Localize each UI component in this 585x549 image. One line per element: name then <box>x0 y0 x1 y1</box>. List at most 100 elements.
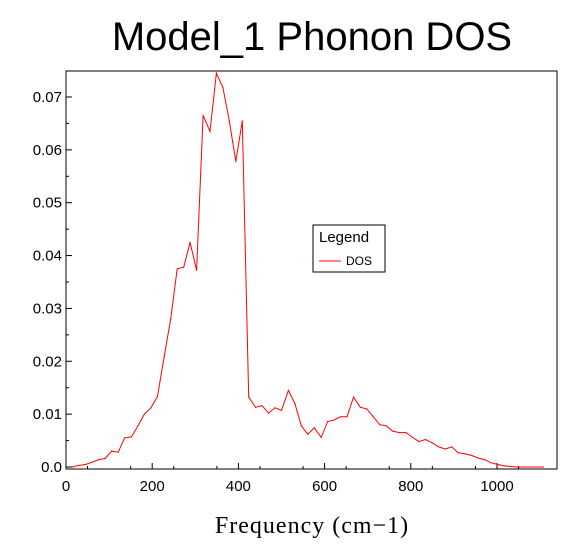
data-point-dos <box>268 412 270 414</box>
y-tick-label: 0.02 <box>33 353 62 370</box>
data-point-dos <box>150 407 152 409</box>
data-point-dos <box>104 457 106 460</box>
data-point-dos <box>196 269 198 271</box>
data-point-dos <box>346 416 348 418</box>
data-point-dos <box>444 448 446 450</box>
x-tick-label: 400 <box>226 478 251 495</box>
data-point-dos <box>320 436 322 438</box>
y-tick-label: 0.03 <box>33 300 62 317</box>
data-point-dos <box>477 457 479 459</box>
data-point-dos <box>411 436 414 438</box>
data-point-dos <box>510 465 512 468</box>
data-point-dos <box>235 160 237 163</box>
data-point-dos <box>215 72 217 74</box>
data-point-dos <box>222 86 224 89</box>
data-point-dos <box>98 459 100 461</box>
y-tick-label: 0.06 <box>33 142 62 159</box>
data-point-dos <box>241 120 243 122</box>
y-tick-label: 0.07 <box>33 89 62 106</box>
chart-title: Model_1 Phonon DOS <box>112 15 512 59</box>
plot-frame <box>65 70 558 470</box>
data-point-dos <box>438 446 440 448</box>
dos-series <box>71 71 545 468</box>
data-point-dos <box>418 441 420 443</box>
data-point-dos <box>339 416 342 418</box>
data-point-dos <box>529 466 531 468</box>
data-point-dos <box>542 466 545 468</box>
legend: Legend DOS <box>312 224 386 273</box>
data-point-dos <box>471 454 473 456</box>
data-point-dos <box>274 407 276 409</box>
y-axis-ticks: 0.0 0.01 0.02 0.03 0.04 0.05 0.06 0.07 <box>33 89 72 476</box>
data-point-dos <box>307 433 309 435</box>
data-point-dos <box>405 432 407 434</box>
data-point-dos <box>457 452 459 454</box>
y-tick-label: 0.05 <box>33 195 62 212</box>
data-point-dos <box>399 432 401 434</box>
legend-box <box>312 224 386 273</box>
data-point-dos <box>71 466 74 468</box>
data-point-dos <box>255 406 257 408</box>
data-point-dos <box>294 403 296 405</box>
data-point-dos <box>516 466 518 468</box>
data-point-dos <box>111 450 113 452</box>
data-point-dos <box>392 430 394 432</box>
data-point-dos <box>451 446 453 448</box>
data-point-dos <box>183 266 185 268</box>
data-point-dos <box>156 396 158 398</box>
data-point-dos <box>91 461 93 463</box>
x-tick-label: 200 <box>140 478 165 495</box>
data-point-dos <box>130 436 133 438</box>
data-point-dos <box>300 425 302 427</box>
x-tick-label: 1000 <box>480 478 513 495</box>
data-point-dos <box>202 114 204 117</box>
data-point-dos <box>424 438 427 441</box>
data-point-dos <box>483 459 486 461</box>
data-point-dos <box>327 420 329 423</box>
y-tick-label: 0.0 <box>41 459 62 476</box>
data-point-dos <box>85 463 87 465</box>
data-point-dos <box>490 462 492 464</box>
x-axis-label: Frequency (cm−1) <box>215 513 409 539</box>
x-tick-label: 800 <box>398 478 423 495</box>
data-point-dos <box>333 419 335 421</box>
data-point-dos <box>536 466 538 468</box>
data-point-dos <box>163 355 165 357</box>
series-line-dos <box>72 71 544 468</box>
series-points-dos <box>71 72 545 468</box>
data-point-dos <box>189 241 191 243</box>
data-point-dos <box>313 427 315 429</box>
data-point-dos <box>137 425 139 427</box>
y-tick-label: 0.04 <box>33 248 62 265</box>
data-point-dos <box>176 268 178 270</box>
data-point-dos <box>170 318 172 320</box>
data-point-dos <box>287 389 289 391</box>
data-point-dos <box>385 425 387 427</box>
legend-title: Legend <box>319 229 369 246</box>
x-tick-label: 600 <box>312 478 337 495</box>
data-point-dos <box>352 396 355 398</box>
data-point-dos <box>431 442 433 444</box>
data-point-dos <box>143 413 145 415</box>
data-point-dos <box>359 406 361 408</box>
x-axis-ticks: 0 200 400 600 800 1000 <box>62 463 520 495</box>
data-point-dos <box>78 464 80 466</box>
data-point-dos <box>523 466 525 468</box>
data-point-dos <box>228 120 230 122</box>
data-point-dos <box>464 453 466 455</box>
data-point-dos <box>379 424 381 426</box>
data-point-dos <box>124 437 126 439</box>
data-point-dos <box>366 408 368 410</box>
y-tick-label: 0.01 <box>33 406 62 423</box>
data-point-dos <box>280 409 283 411</box>
data-point-dos <box>496 463 498 465</box>
data-point-dos <box>503 465 505 467</box>
data-point-dos <box>261 405 263 407</box>
data-point-dos <box>209 130 211 132</box>
data-point-dos <box>117 451 119 453</box>
x-tick-label: 0 <box>62 478 70 495</box>
data-point-dos <box>248 396 250 398</box>
data-point-dos <box>372 416 374 418</box>
legend-entry-dos: DOS <box>346 254 372 268</box>
